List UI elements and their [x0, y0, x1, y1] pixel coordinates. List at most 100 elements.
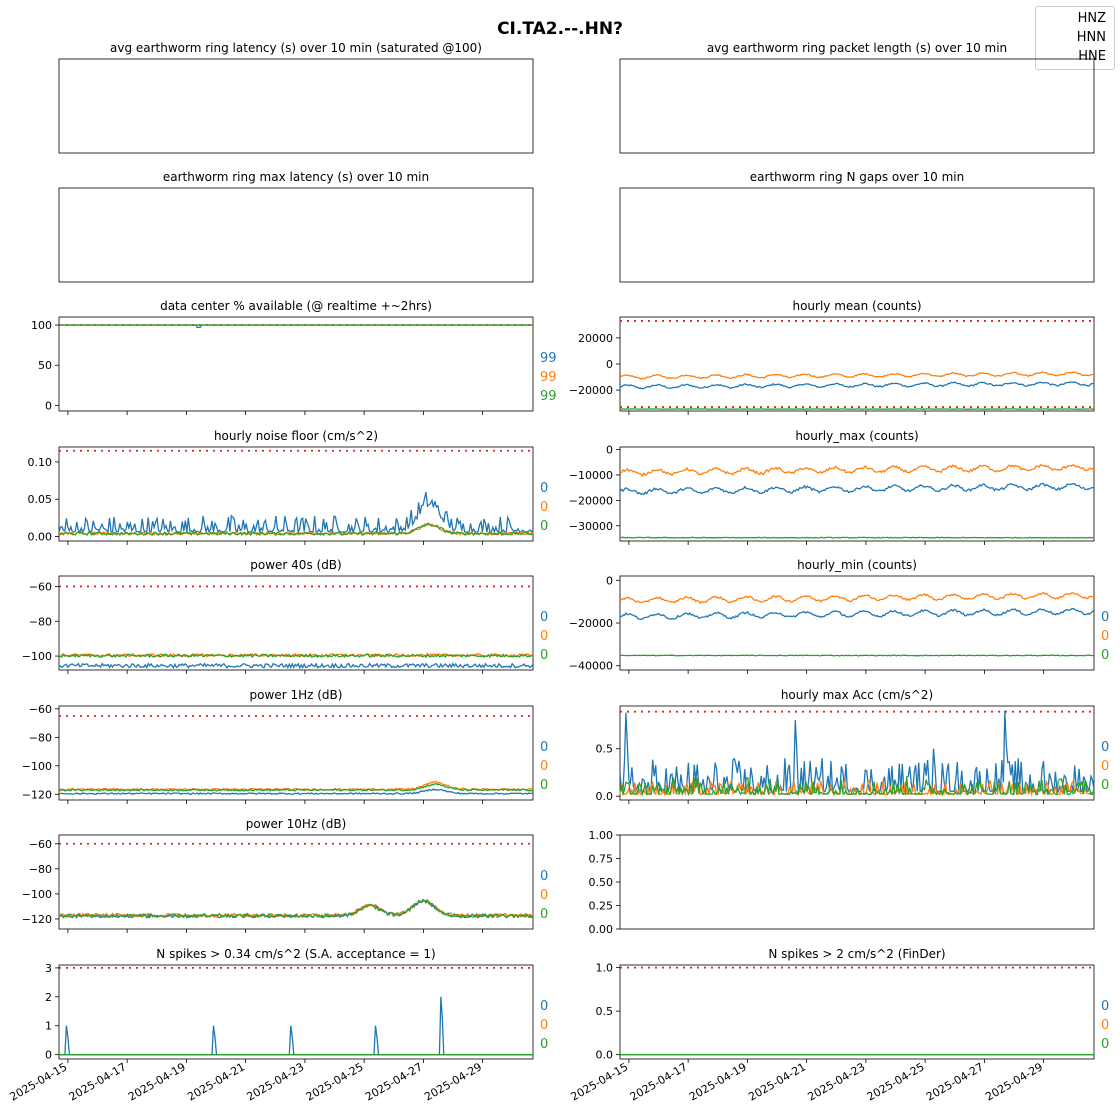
- panel-p9: hourly_min (counts) −40000 −20000 0 0 0 0: [569, 558, 1109, 674]
- x-date-label: 2025-04-27: [924, 1060, 986, 1103]
- series-line-hne: [58, 782, 534, 792]
- y-tick-label: −60: [29, 580, 52, 593]
- axes-frame: [619, 187, 1095, 283]
- axes-frame: [58, 316, 534, 412]
- y-tick-label: 0.5: [596, 743, 614, 756]
- y-tick-label: −30000: [569, 520, 613, 533]
- panel-p12: power 10Hz (dB) −120 −100 −80 −60 0 0 0: [22, 817, 548, 933]
- legend-item-hnn: HNN: [1076, 30, 1106, 45]
- y-tick-label: 100: [31, 319, 52, 332]
- y-tick-label: −60: [29, 838, 52, 851]
- y-tick-label: −20000: [569, 617, 613, 630]
- panel-title: data center % available (@ realtime +~2h…: [160, 299, 432, 313]
- axes-frame: [619, 316, 1095, 412]
- series-line-hnz: [59, 996, 533, 1056]
- panel-p13: 0.00 0.25 0.50 0.75 1.00: [589, 829, 1095, 936]
- y-tick-label: −20000: [569, 384, 613, 397]
- channel-status-label: 0: [540, 759, 548, 774]
- x-date-label: 2025-04-27: [363, 1060, 425, 1103]
- x-date-label: 2025-04-19: [126, 1060, 188, 1103]
- channel-status-label: 99: [540, 370, 557, 385]
- y-tick-label: −20000: [569, 494, 613, 507]
- axes-frame: [58, 705, 534, 801]
- channel-status-label: 0: [540, 519, 548, 534]
- series-line-hne: [58, 653, 534, 659]
- panel-p4: data center % available (@ realtime +~2h…: [31, 299, 557, 415]
- y-tick-label: 0.75: [589, 853, 614, 866]
- panel-title: power 10Hz (dB): [246, 817, 347, 831]
- y-tick-label: −100: [22, 760, 52, 773]
- panel-p8: power 40s (dB) −100 −80 −60 0 0 0: [22, 558, 548, 674]
- y-tick-label: −40000: [569, 660, 613, 673]
- channel-status-label: 0: [540, 1018, 548, 1033]
- panel-p14: N spikes > 0.34 cm/s^2 (S.A. acceptance …: [8, 947, 549, 1104]
- panel-title: earthworm ring N gaps over 10 min: [750, 170, 964, 184]
- channel-status-label: 0: [1101, 1018, 1109, 1033]
- axes-frame: [619, 705, 1095, 801]
- panel-p11: hourly max Acc (cm/s^2) 0.0 0.5 0 0 0: [596, 688, 1109, 804]
- series-line-hnz: [620, 607, 1095, 621]
- y-tick-label: −100: [22, 650, 52, 663]
- panel-p6: hourly noise floor (cm/s^2) 0.00 0.05 0.10 0…: [28, 429, 548, 545]
- channel-status-label: 99: [540, 351, 557, 366]
- axes-frame: [58, 58, 534, 154]
- channel-status-label: 0: [540, 629, 548, 644]
- axes-frame: [619, 446, 1095, 542]
- series-line-hnz: [58, 491, 534, 535]
- x-date-label: 2025-04-23: [245, 1060, 307, 1103]
- series-line-hne: [619, 777, 1095, 797]
- y-tick-label: −80: [29, 863, 52, 876]
- legend-item-hne: HNE: [1078, 49, 1106, 64]
- panel-title: N spikes > 0.34 cm/s^2 (S.A. acceptance …: [156, 947, 435, 961]
- series-line-hnz: [619, 381, 1095, 390]
- axes-frame: [58, 187, 534, 283]
- x-date-label: 2025-04-19: [687, 1060, 749, 1103]
- figure-title: CI.TA2.--.HN?: [497, 19, 623, 39]
- y-tick-label: 0.00: [589, 923, 614, 936]
- series-line-hnn: [58, 780, 534, 792]
- series-line-hnz: [58, 788, 534, 796]
- y-tick-label: −10000: [569, 469, 613, 482]
- y-tick-label: −100: [22, 888, 52, 901]
- axes-frame: [58, 446, 534, 542]
- series-line-hnz: [58, 662, 534, 670]
- panel-title: hourly max Acc (cm/s^2): [781, 688, 933, 702]
- y-tick-label: 0.0: [596, 1049, 614, 1062]
- y-tick-label: 1: [45, 1020, 52, 1033]
- panel-p15: N spikes > 2 cm/s^2 (FinDer) 0.0 0.5 1.0 0 0 0…: [569, 947, 1110, 1104]
- panel-title: earthworm ring max latency (s) over 10 m…: [163, 170, 429, 184]
- y-tick-label: 20000: [578, 332, 613, 345]
- x-date-label: 2025-04-15: [8, 1060, 70, 1103]
- y-tick-label: 0: [606, 574, 613, 587]
- y-tick-label: 0.50: [589, 876, 614, 889]
- series-line-hnn: [619, 371, 1095, 380]
- y-tick-label: 0: [606, 444, 613, 457]
- y-tick-label: 0.5: [596, 1005, 614, 1018]
- x-date-label: 2025-04-29: [983, 1060, 1045, 1103]
- panel-title: hourly_max (counts): [795, 429, 918, 443]
- x-date-label: 2025-04-25: [865, 1060, 927, 1103]
- y-tick-label: 3: [45, 962, 52, 975]
- x-date-label: 2025-04-15: [569, 1060, 631, 1103]
- series-line-hne: [619, 654, 1095, 657]
- panel-title: power 40s (dB): [250, 558, 341, 572]
- channel-status-label: 0: [1101, 610, 1109, 625]
- axes-frame: [619, 58, 1095, 154]
- series-line-hnz: [619, 710, 1095, 794]
- axes-frame: [58, 834, 534, 930]
- panel-p0: avg earthworm ring latency (s) over 10 m…: [58, 41, 534, 154]
- y-tick-label: −60: [29, 703, 52, 716]
- channel-status-label: 0: [1101, 1037, 1109, 1052]
- channel-status-label: 0: [540, 778, 548, 793]
- series-line-hne: [58, 522, 534, 537]
- channel-status-label: 0: [540, 907, 548, 922]
- channel-status-label: 0: [1101, 759, 1109, 774]
- channel-status-label: 0: [1101, 740, 1109, 755]
- y-tick-label: 1.00: [589, 829, 614, 842]
- x-date-label: 2025-04-23: [806, 1060, 868, 1103]
- x-date-label: 2025-04-21: [185, 1060, 247, 1103]
- axes-frame: [619, 834, 1095, 930]
- x-date-label: 2025-04-21: [746, 1060, 808, 1103]
- axes-frame: [58, 575, 534, 671]
